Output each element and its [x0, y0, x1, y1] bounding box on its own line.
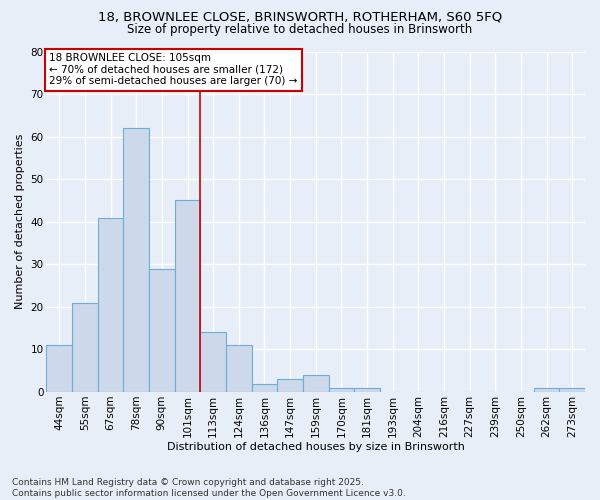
- Bar: [251, 384, 277, 392]
- Text: Contains HM Land Registry data © Crown copyright and database right 2025.
Contai: Contains HM Land Registry data © Crown c…: [12, 478, 406, 498]
- Bar: [72, 302, 98, 392]
- Text: Size of property relative to detached houses in Brinsworth: Size of property relative to detached ho…: [127, 22, 473, 36]
- Text: 18 BROWNLEE CLOSE: 105sqm
← 70% of detached houses are smaller (172)
29% of semi: 18 BROWNLEE CLOSE: 105sqm ← 70% of detac…: [49, 53, 298, 86]
- Bar: [226, 345, 251, 392]
- Bar: [124, 128, 149, 392]
- Y-axis label: Number of detached properties: Number of detached properties: [15, 134, 25, 310]
- Bar: [200, 332, 226, 392]
- Bar: [149, 268, 175, 392]
- Text: 18, BROWNLEE CLOSE, BRINSWORTH, ROTHERHAM, S60 5FQ: 18, BROWNLEE CLOSE, BRINSWORTH, ROTHERHA…: [98, 10, 502, 23]
- Bar: [303, 375, 329, 392]
- Bar: [98, 218, 124, 392]
- Bar: [559, 388, 585, 392]
- Bar: [175, 200, 200, 392]
- Bar: [329, 388, 354, 392]
- Bar: [534, 388, 559, 392]
- Bar: [277, 380, 303, 392]
- Bar: [46, 345, 72, 392]
- Bar: [354, 388, 380, 392]
- X-axis label: Distribution of detached houses by size in Brinsworth: Distribution of detached houses by size …: [167, 442, 464, 452]
